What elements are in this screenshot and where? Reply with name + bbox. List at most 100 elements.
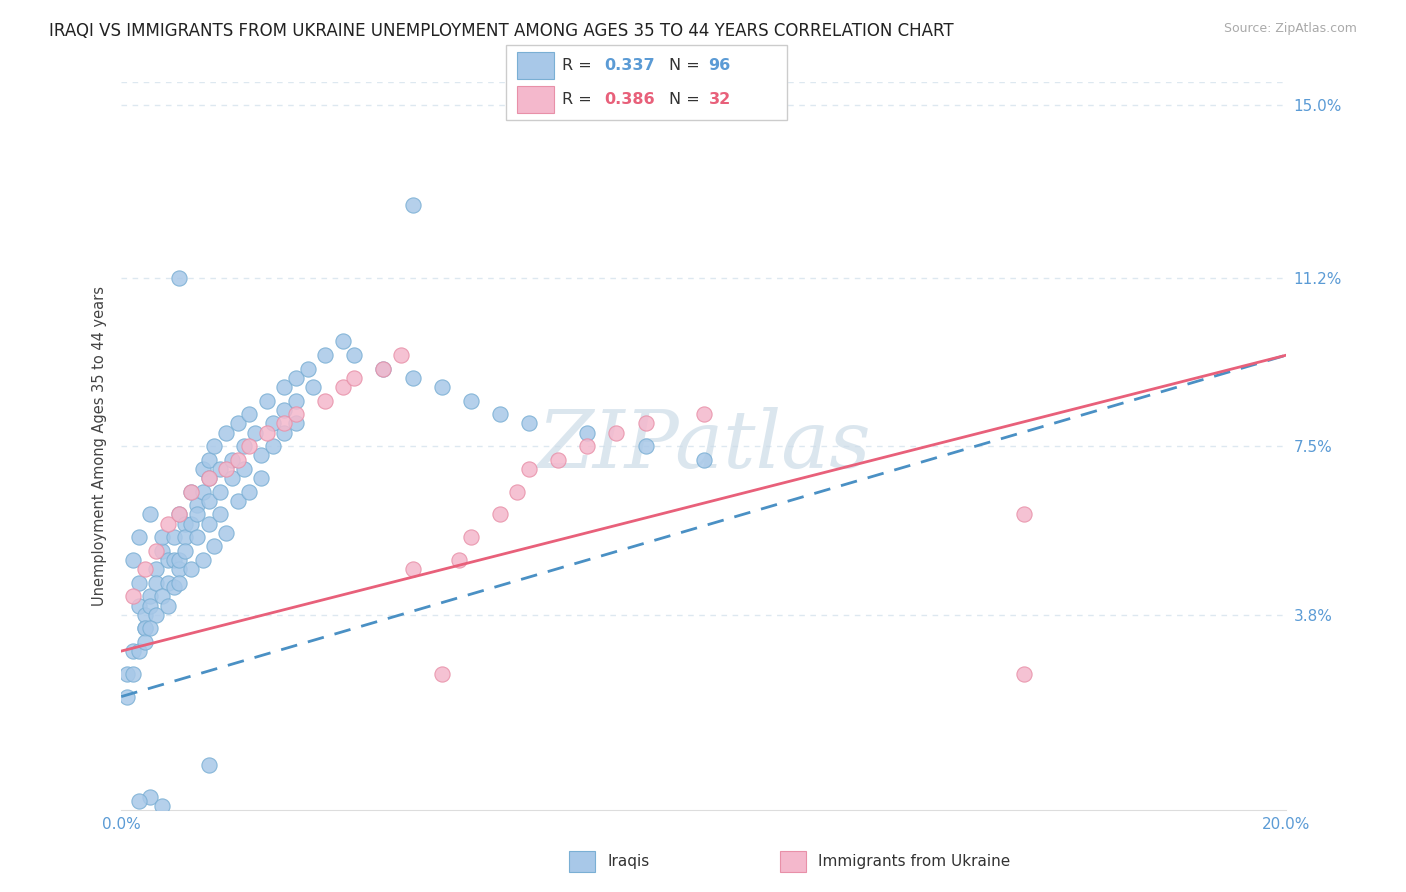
- Point: [134, 562, 156, 576]
- Text: N =: N =: [669, 58, 706, 73]
- Point: [134, 621, 156, 635]
- Point: [605, 425, 627, 440]
- Text: N =: N =: [669, 92, 706, 107]
- Point: [191, 484, 214, 499]
- Point: [373, 361, 395, 376]
- Point: [150, 544, 173, 558]
- Point: [180, 484, 202, 499]
- Y-axis label: Unemployment Among Ages 35 to 44 years: Unemployment Among Ages 35 to 44 years: [93, 286, 107, 607]
- Point: [122, 590, 145, 604]
- Point: [215, 525, 238, 540]
- Point: [128, 644, 150, 658]
- Point: [547, 453, 569, 467]
- Point: [169, 553, 191, 567]
- Point: [262, 417, 284, 431]
- Point: [576, 425, 599, 440]
- Point: [163, 580, 186, 594]
- Point: [169, 575, 191, 590]
- Text: 0.386: 0.386: [605, 92, 655, 107]
- Point: [273, 425, 295, 440]
- Point: [449, 553, 471, 567]
- Point: [401, 562, 423, 576]
- Point: [197, 471, 219, 485]
- Point: [256, 425, 278, 440]
- Text: ZIPatlas: ZIPatlas: [537, 408, 870, 485]
- Text: 32: 32: [709, 92, 731, 107]
- Point: [256, 393, 278, 408]
- Point: [343, 348, 366, 362]
- Text: Source: ZipAtlas.com: Source: ZipAtlas.com: [1223, 22, 1357, 36]
- Point: [226, 453, 249, 467]
- Point: [180, 562, 202, 576]
- Point: [191, 462, 214, 476]
- Point: [145, 575, 167, 590]
- FancyBboxPatch shape: [506, 45, 787, 120]
- Point: [245, 425, 267, 440]
- Point: [238, 439, 260, 453]
- Point: [343, 371, 366, 385]
- Point: [285, 407, 308, 421]
- Point: [128, 794, 150, 808]
- Point: [139, 599, 162, 613]
- Point: [122, 644, 145, 658]
- Point: [517, 417, 540, 431]
- Point: [634, 417, 657, 431]
- Point: [156, 599, 179, 613]
- Point: [204, 540, 226, 554]
- Point: [180, 484, 202, 499]
- Point: [489, 508, 512, 522]
- Point: [238, 407, 260, 421]
- Point: [186, 508, 208, 522]
- Point: [139, 508, 162, 522]
- Point: [163, 553, 186, 567]
- Point: [169, 508, 191, 522]
- Point: [169, 508, 191, 522]
- Point: [430, 666, 453, 681]
- Point: [302, 380, 325, 394]
- Point: [145, 544, 167, 558]
- Point: [150, 798, 173, 813]
- Point: [506, 484, 529, 499]
- Point: [226, 417, 249, 431]
- Point: [215, 425, 238, 440]
- Point: [115, 690, 138, 704]
- Point: [174, 516, 197, 531]
- Point: [128, 530, 150, 544]
- Point: [115, 666, 138, 681]
- Point: [460, 530, 482, 544]
- Point: [204, 439, 226, 453]
- Point: [134, 607, 156, 622]
- Point: [250, 471, 273, 485]
- Point: [128, 599, 150, 613]
- Point: [156, 516, 179, 531]
- Point: [128, 575, 150, 590]
- Point: [145, 607, 167, 622]
- Point: [163, 530, 186, 544]
- Point: [273, 417, 295, 431]
- Point: [145, 562, 167, 576]
- Point: [156, 553, 179, 567]
- Text: Iraqis: Iraqis: [607, 855, 650, 869]
- Point: [186, 530, 208, 544]
- Point: [150, 590, 173, 604]
- Point: [285, 371, 308, 385]
- Text: Immigrants from Ukraine: Immigrants from Ukraine: [818, 855, 1011, 869]
- Point: [180, 516, 202, 531]
- Point: [314, 348, 336, 362]
- Point: [576, 439, 599, 453]
- Point: [150, 530, 173, 544]
- Point: [430, 380, 453, 394]
- Point: [389, 348, 412, 362]
- Point: [122, 553, 145, 567]
- Text: R =: R =: [562, 92, 598, 107]
- Point: [197, 758, 219, 772]
- Text: 0.337: 0.337: [605, 58, 655, 73]
- Point: [221, 471, 243, 485]
- Point: [197, 516, 219, 531]
- Point: [209, 484, 232, 499]
- Point: [297, 361, 319, 376]
- Point: [197, 471, 219, 485]
- Point: [209, 508, 232, 522]
- Point: [273, 380, 295, 394]
- Point: [517, 462, 540, 476]
